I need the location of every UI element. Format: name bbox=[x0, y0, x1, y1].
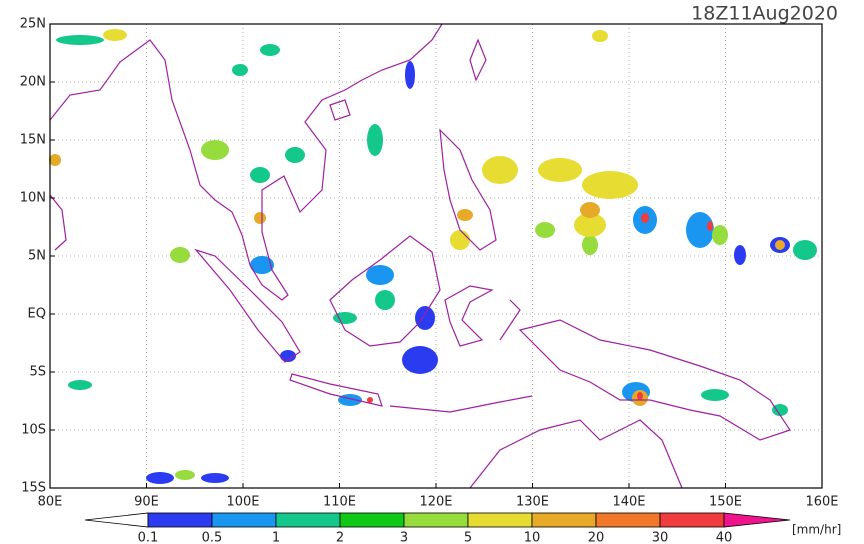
colorbar-label: 0.1 bbox=[138, 531, 159, 544]
y-tick-label: 20N bbox=[20, 75, 46, 90]
colorbar-label: 0.5 bbox=[202, 531, 223, 544]
x-tick-label: 110E bbox=[323, 495, 356, 510]
colorbar-segment bbox=[211, 512, 277, 528]
x-tick-label: 150E bbox=[709, 495, 742, 510]
x-tick-label: 100E bbox=[226, 495, 259, 510]
y-tick-label: 5S bbox=[29, 365, 46, 380]
x-tick-label: 160E bbox=[805, 495, 838, 510]
colorbar-segment bbox=[659, 512, 725, 528]
colorbar-segment bbox=[467, 512, 533, 528]
colorbar-segment bbox=[275, 512, 341, 528]
colorbar-label: 10 bbox=[524, 531, 541, 544]
map-title: 18Z11Aug2020 bbox=[691, 3, 838, 25]
x-tick-label: 80E bbox=[38, 495, 63, 510]
x-tick-label: 130E bbox=[516, 495, 549, 510]
x-tick-label: 90E bbox=[134, 495, 159, 510]
y-tick-label: 15N bbox=[20, 133, 46, 148]
precipitation bbox=[49, 29, 817, 484]
x-tick-label: 140E bbox=[612, 495, 645, 510]
colorbar-segment bbox=[403, 512, 469, 528]
y-tick-label: 25N bbox=[20, 17, 46, 32]
y-tick-label: 15S bbox=[21, 481, 46, 496]
colorbar-label: 3 bbox=[400, 531, 408, 544]
coastlines bbox=[49, 23, 791, 489]
colorbar-label: 2 bbox=[336, 531, 344, 544]
x-tick-label: 120E bbox=[419, 495, 452, 510]
colorbar-unit: [mm/hr] bbox=[792, 523, 841, 537]
colorbar-segment bbox=[147, 512, 213, 528]
colorbar: 0.1 0.5 1 2 3 5 10 20 30 40 [mm/hr] bbox=[84, 512, 841, 544]
colorbar-segment bbox=[531, 512, 597, 528]
y-tick-label: 5N bbox=[28, 249, 46, 264]
y-tick-label: EQ bbox=[28, 307, 46, 322]
y-tick-label: 10S bbox=[21, 423, 46, 438]
colorbar-label: 30 bbox=[652, 531, 669, 544]
colorbar-end bbox=[84, 512, 149, 528]
y-tick-label: 10N bbox=[20, 191, 46, 206]
colorbar-label: 40 bbox=[716, 531, 733, 544]
colorbar-end bbox=[723, 512, 791, 528]
colorbar-label: 20 bbox=[588, 531, 605, 544]
colorbar-label: 5 bbox=[464, 531, 472, 544]
colorbar-segment bbox=[595, 512, 661, 528]
colorbar-segment bbox=[339, 512, 405, 528]
colorbar-label: 1 bbox=[272, 531, 280, 544]
